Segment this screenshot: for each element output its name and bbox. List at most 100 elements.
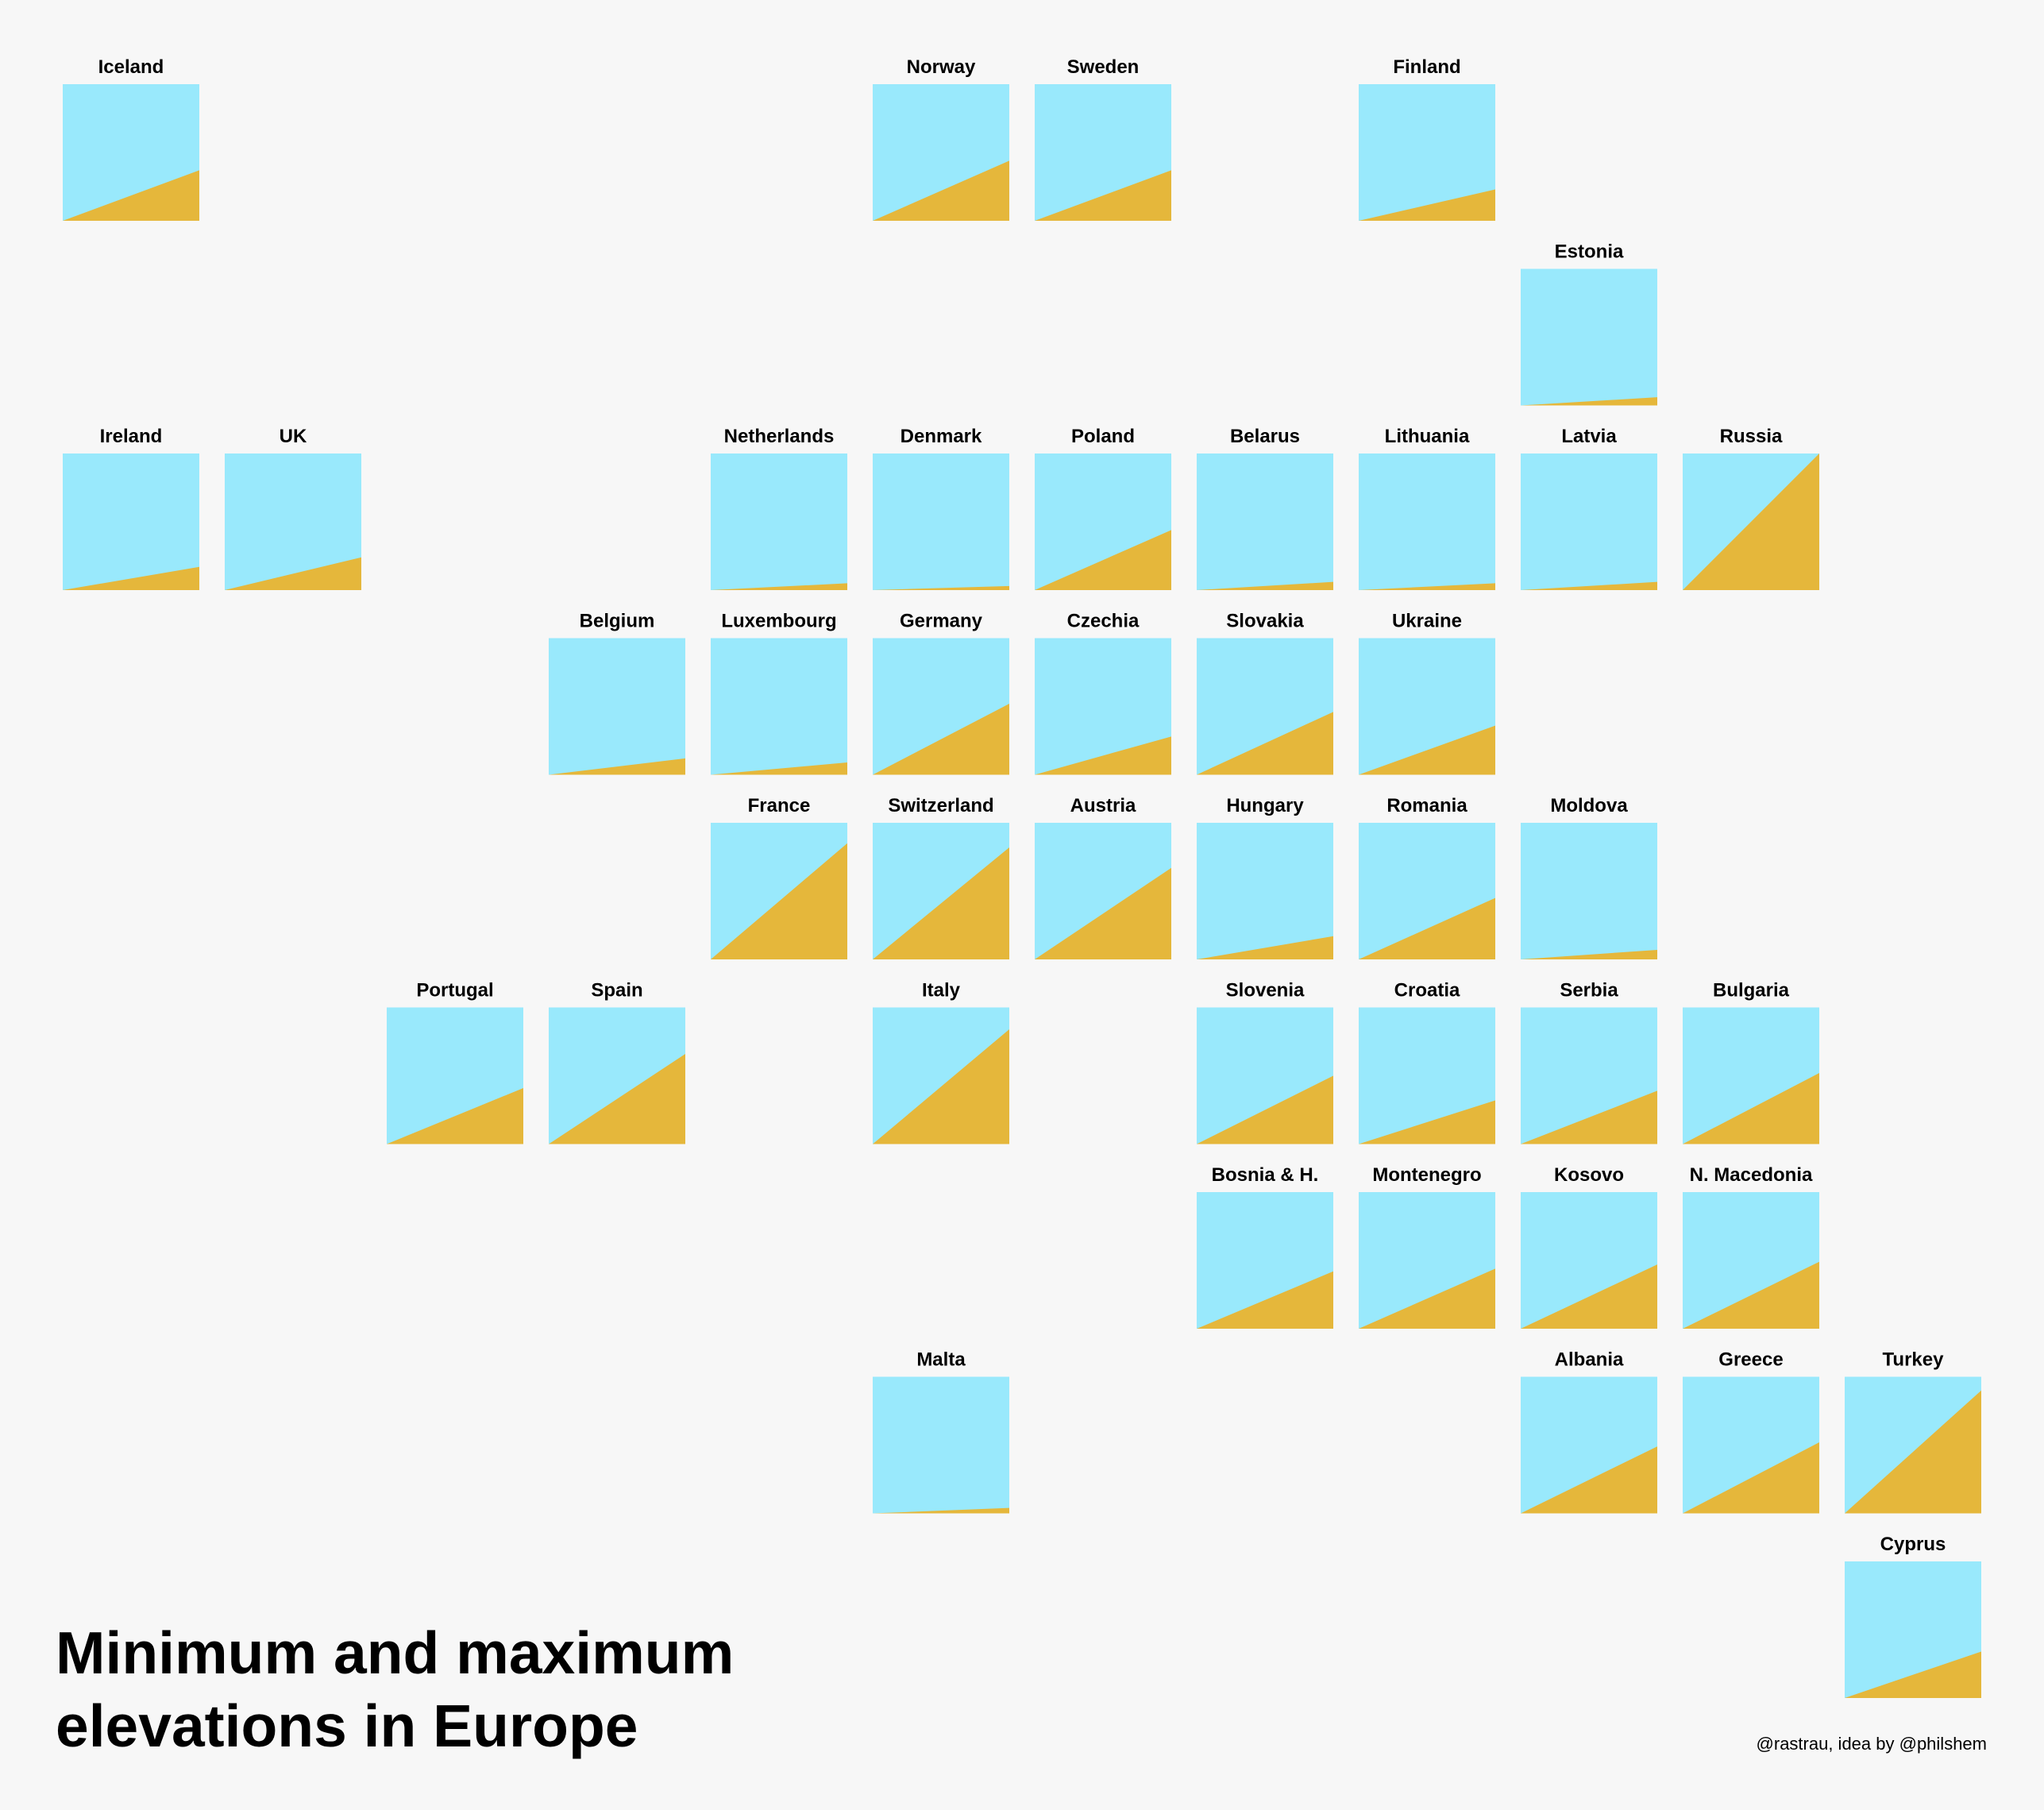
tile-elevation-estonia	[1521, 397, 1657, 406]
tile-sky-moldova	[1521, 823, 1657, 959]
tile-turkey: Turkey	[1845, 1349, 1981, 1514]
tile-lithuania: Lithuania	[1359, 426, 1495, 590]
tile-bosnia-h: Bosnia & H.	[1197, 1164, 1333, 1329]
tile-romania: Romania	[1359, 795, 1495, 959]
tile-elevation-turkey	[1845, 1390, 1981, 1514]
tile-label-germany: Germany	[900, 611, 983, 632]
tile-elevation-bosnia-h	[1197, 1271, 1333, 1329]
tile-label-serbia: Serbia	[1560, 980, 1618, 1001]
tile-elevation-norway	[873, 160, 1009, 221]
tile-elevation-luxembourg	[711, 762, 847, 775]
tile-elevation-n-macedonia	[1683, 1261, 1819, 1329]
tile-label-finland: Finland	[1393, 56, 1460, 78]
tile-sky-estonia	[1521, 268, 1657, 406]
tile-label-n-macedonia: N. Macedonia	[1690, 1164, 1813, 1186]
tile-sky-malta	[873, 1376, 1009, 1514]
tile-label-netherlands: Netherlands	[724, 426, 835, 447]
tile-label-sweden: Sweden	[1067, 56, 1140, 78]
tile-elevation-lithuania	[1359, 583, 1495, 590]
tile-sky-belarus	[1197, 453, 1333, 590]
tile-albania: Albania	[1521, 1349, 1657, 1514]
tile-elevation-portugal	[387, 1087, 523, 1144]
tile-switzerland: Switzerland	[873, 795, 1009, 959]
tile-label-lithuania: Lithuania	[1385, 426, 1470, 447]
tile-label-bulgaria: Bulgaria	[1713, 980, 1790, 1001]
tile-malta: Malta	[873, 1349, 1009, 1514]
tile-label-france: France	[748, 795, 811, 816]
tile-label-norway: Norway	[907, 56, 976, 78]
tile-portugal: Portugal	[387, 980, 523, 1144]
tile-label-moldova: Moldova	[1550, 795, 1628, 816]
tile-label-kosovo: Kosovo	[1554, 1164, 1624, 1186]
tile-label-belarus: Belarus	[1230, 426, 1300, 447]
tile-elevation-iceland	[63, 170, 199, 221]
tile-label-romania: Romania	[1386, 795, 1467, 816]
tile-slovakia: Slovakia	[1197, 611, 1333, 775]
tile-iceland: Iceland	[63, 56, 199, 221]
tile-elevation-serbia	[1521, 1090, 1657, 1144]
tile-belarus: Belarus	[1197, 426, 1333, 590]
tile-label-ireland: Ireland	[100, 426, 163, 447]
tile-netherlands: Netherlands	[711, 426, 847, 590]
tile-ireland: Ireland	[63, 426, 199, 590]
tile-elevation-switzerland	[873, 847, 1009, 959]
tile-label-belgium: Belgium	[580, 611, 655, 632]
tile-russia: Russia	[1683, 426, 1819, 590]
tile-denmark: Denmark	[873, 426, 1009, 590]
tile-elevation-belgium	[549, 758, 685, 775]
tile-elevation-hungary	[1197, 936, 1333, 959]
tile-label-croatia: Croatia	[1394, 980, 1460, 1001]
chart-title-line-1: Minimum and maximum	[56, 1619, 735, 1686]
tile-label-montenegro: Montenegro	[1372, 1164, 1481, 1186]
tile-label-italy: Italy	[922, 980, 961, 1001]
tile-sky-belgium	[549, 638, 685, 775]
tile-label-albania: Albania	[1555, 1349, 1624, 1371]
tile-moldova: Moldova	[1521, 795, 1657, 959]
tile-elevation-spain	[549, 1053, 685, 1144]
tile-germany: Germany	[873, 611, 1009, 775]
tile-czechia: Czechia	[1035, 611, 1171, 775]
tile-label-bosnia-h: Bosnia & H.	[1212, 1164, 1319, 1186]
tile-elevation-austria	[1035, 867, 1171, 959]
tile-elevation-russia	[1683, 453, 1819, 590]
tile-france: France	[711, 795, 847, 959]
tile-label-uk: UK	[280, 426, 307, 447]
tile-norway: Norway	[873, 56, 1009, 221]
tile-elevation-slovenia	[1197, 1075, 1333, 1144]
tile-latvia: Latvia	[1521, 426, 1657, 590]
tile-poland: Poland	[1035, 426, 1171, 590]
tile-elevation-germany	[873, 704, 1009, 775]
tile-label-greece: Greece	[1718, 1349, 1783, 1371]
tile-elevation-belarus	[1197, 581, 1333, 590]
tile-elevation-france	[711, 843, 847, 959]
tile-label-estonia: Estonia	[1555, 241, 1624, 263]
tile-elevation-romania	[1359, 897, 1495, 959]
tile-elevation-sweden	[1035, 170, 1171, 221]
chart-title-line-2: elevations in Europe	[56, 1692, 638, 1759]
tile-elevation-ireland	[63, 566, 199, 590]
tile-label-denmark: Denmark	[901, 426, 982, 447]
tile-label-luxembourg: Luxembourg	[721, 611, 836, 632]
tile-elevation-albania	[1521, 1446, 1657, 1514]
tile-elevation-malta	[873, 1507, 1009, 1514]
tile-label-malta: Malta	[916, 1349, 966, 1371]
tile-label-ukraine: Ukraine	[1392, 611, 1462, 632]
credit-text: @rastrau, idea by @philshem	[1756, 1734, 1987, 1754]
tile-sky-ireland	[63, 453, 199, 590]
tile-sky-netherlands	[711, 453, 847, 590]
tile-elevation-greece	[1683, 1442, 1819, 1514]
tile-label-poland: Poland	[1071, 426, 1135, 447]
tile-elevation-poland	[1035, 530, 1171, 590]
tile-sky-luxembourg	[711, 638, 847, 775]
tile-uk: UK	[225, 426, 361, 590]
tile-label-austria: Austria	[1070, 795, 1136, 816]
tile-bulgaria: Bulgaria	[1683, 980, 1819, 1144]
tile-label-czechia: Czechia	[1067, 611, 1140, 632]
tile-elevation-kosovo	[1521, 1264, 1657, 1329]
tile-cyprus: Cyprus	[1845, 1534, 1981, 1698]
tile-elevation-cyprus	[1845, 1651, 1981, 1698]
tile-spain: Spain	[549, 980, 685, 1144]
tile-label-turkey: Turkey	[1883, 1349, 1945, 1371]
tile-ukraine: Ukraine	[1359, 611, 1495, 775]
